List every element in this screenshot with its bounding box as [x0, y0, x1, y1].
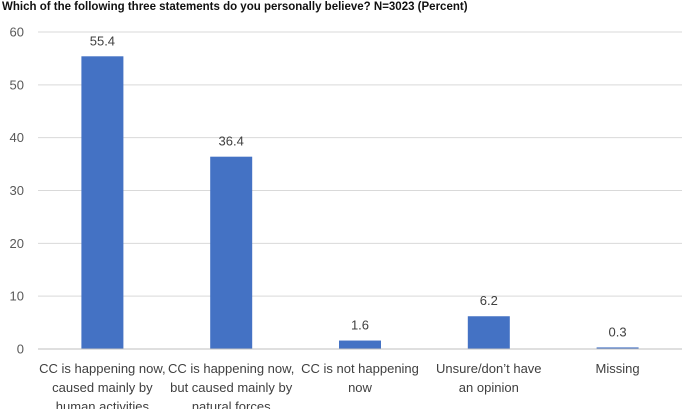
x-category-label: CC is not happening now: [301, 361, 419, 395]
x-axis-categories: CC is happening now, caused mainly by huma…: [39, 361, 639, 409]
bars: [81, 56, 639, 349]
y-tick-label: 10: [10, 289, 24, 304]
data-label: 55.4: [90, 33, 115, 48]
x-category-line: CC is happening now,: [39, 361, 165, 376]
data-label: 1.6: [351, 318, 369, 333]
data-labels: 55.4 36.4 1.6 6.2 0.3: [90, 33, 627, 339]
x-category-line: natural forces: [192, 399, 271, 409]
x-category-line: Missing: [596, 361, 640, 376]
bar: [467, 316, 510, 349]
x-category-line: but caused mainly by: [170, 380, 293, 395]
x-category-label: CC is happening now, caused mainly by huma…: [39, 361, 165, 409]
x-category-line: human activities: [56, 399, 150, 409]
y-tick-label: 0: [17, 342, 24, 357]
y-axis-ticks: 0 10 20 30 40 50 60: [10, 25, 24, 357]
x-category-label: Unsure/don’t have an opinion: [436, 361, 542, 395]
y-tick-label: 20: [10, 236, 24, 251]
bar: [81, 56, 124, 349]
x-category-label: CC is happening now, but caused mainly by…: [168, 361, 294, 409]
y-tick-label: 30: [10, 183, 24, 198]
x-category-line: an opinion: [459, 380, 519, 395]
gridlines: [38, 31, 682, 297]
data-label: 36.4: [219, 134, 244, 149]
bar: [339, 340, 381, 349]
x-category-line: CC is not happening: [301, 361, 419, 376]
data-label: 6.2: [480, 293, 498, 308]
x-category-line: caused mainly by: [52, 380, 153, 395]
data-label: 0.3: [609, 324, 627, 339]
bar: [210, 156, 253, 349]
y-tick-label: 60: [10, 25, 24, 40]
chart-title: Which of the following three statements …: [2, 1, 468, 13]
y-tick-label: 50: [10, 77, 24, 92]
y-tick-label: 40: [10, 130, 24, 145]
x-category-label: Missing: [596, 361, 640, 376]
x-category-line: now: [348, 380, 372, 395]
x-category-line: Unsure/don’t have: [436, 361, 542, 376]
bar: [596, 347, 639, 349]
x-category-line: CC is happening now,: [168, 361, 294, 376]
